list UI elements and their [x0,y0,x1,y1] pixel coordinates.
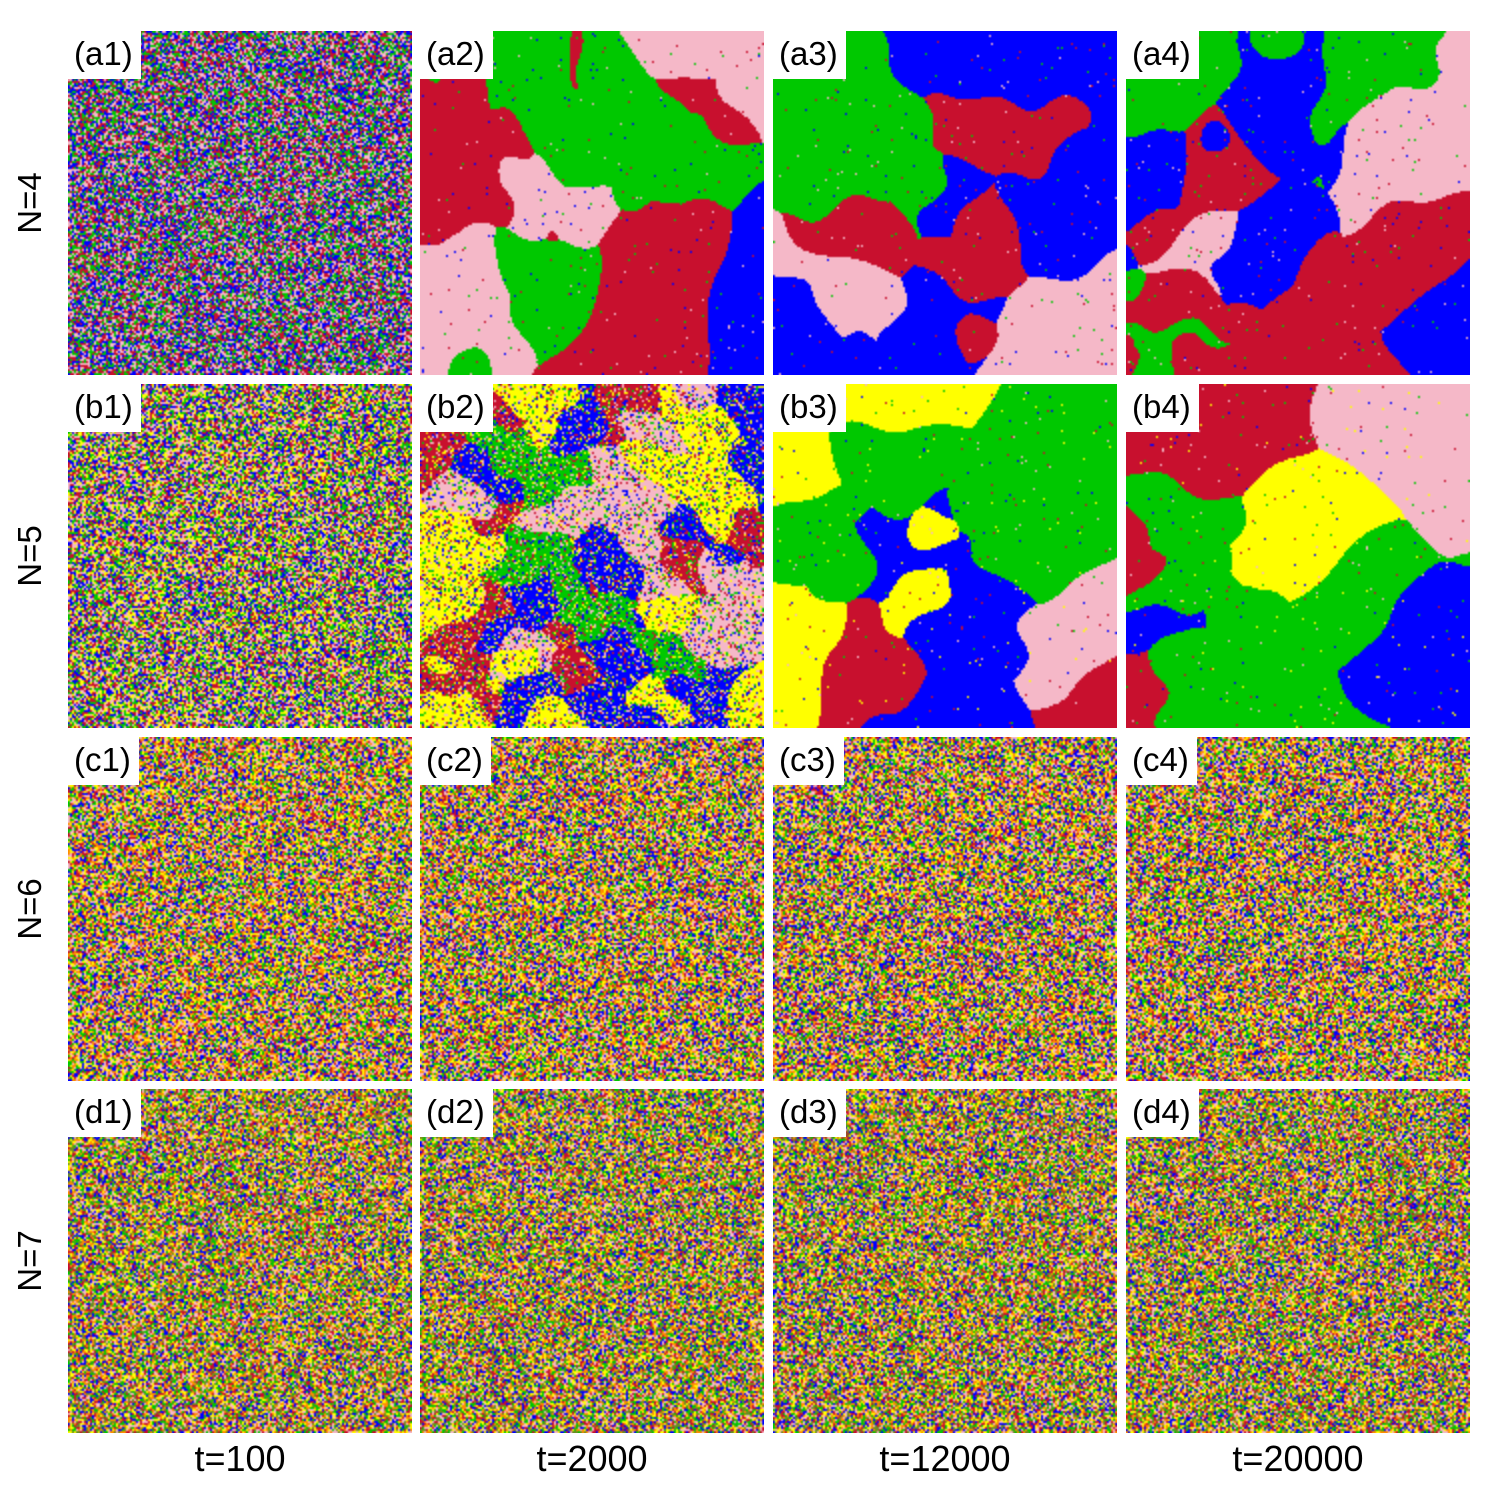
lattice-snapshot [773,737,1117,1081]
panel-label: (b2) [420,384,493,432]
panel-b2: (b2) [420,384,764,728]
panel-a1: (a1) [68,31,412,375]
panel-b3: (b3) [773,384,1117,728]
panel-label: (b3) [773,384,846,432]
panel-c3: (c3) [773,737,1117,1081]
lattice-snapshot [68,1089,412,1433]
panel-label: (c3) [773,737,844,785]
panel-a2: (a2) [420,31,764,375]
lattice-snapshot [1126,31,1470,375]
panel-label: (c2) [420,737,491,785]
lattice-snapshot [1126,1089,1470,1433]
lattice-snapshot [773,31,1117,375]
row-label-n4: N=4 [11,172,48,234]
row-label-n6: N=6 [11,878,48,940]
panel-c4: (c4) [1126,737,1470,1081]
panel-c1: (c1) [68,737,412,1081]
panel-a3: (a3) [773,31,1117,375]
panel-c2: (c2) [420,737,764,1081]
lattice-snapshot [420,31,764,375]
row-label-n7: N=7 [11,1230,48,1292]
lattice-snapshot [420,737,764,1081]
lattice-snapshot [68,384,412,728]
column-label-t20000: t=20000 [1232,1438,1364,1479]
panel-label: (d3) [773,1089,846,1137]
panel-label: (b1) [68,384,141,432]
lattice-snapshot [1126,737,1470,1081]
column-label-t100: t=100 [194,1438,286,1479]
panel-d3: (d3) [773,1089,1117,1433]
panel-label: (a3) [773,31,846,79]
lattice-snapshot [1126,384,1470,728]
column-label-t2000: t=2000 [536,1438,648,1479]
panel-d4: (d4) [1126,1089,1470,1433]
lattice-snapshot [68,737,412,1081]
panel-label: (d4) [1126,1089,1199,1137]
panel-label: (d1) [68,1089,141,1137]
panel-label: (a4) [1126,31,1199,79]
lattice-snapshot [420,1089,764,1433]
panel-label: (c4) [1126,737,1197,785]
panel-b4: (b4) [1126,384,1470,728]
panel-b1: (b1) [68,384,412,728]
panel-a4: (a4) [1126,31,1470,375]
panel-d2: (d2) [420,1089,764,1433]
lattice-snapshot [420,384,764,728]
lattice-snapshot [68,31,412,375]
panel-label: (a2) [420,31,493,79]
lattice-snapshot [773,1089,1117,1433]
lattice-snapshot [773,384,1117,728]
panel-label: (d2) [420,1089,493,1137]
row-label-n5: N=5 [11,525,48,587]
column-label-t12000: t=12000 [879,1438,1011,1479]
panel-label: (a1) [68,31,141,79]
panel-label: (c1) [68,737,139,785]
panel-d1: (d1) [68,1089,412,1433]
panel-label: (b4) [1126,384,1199,432]
